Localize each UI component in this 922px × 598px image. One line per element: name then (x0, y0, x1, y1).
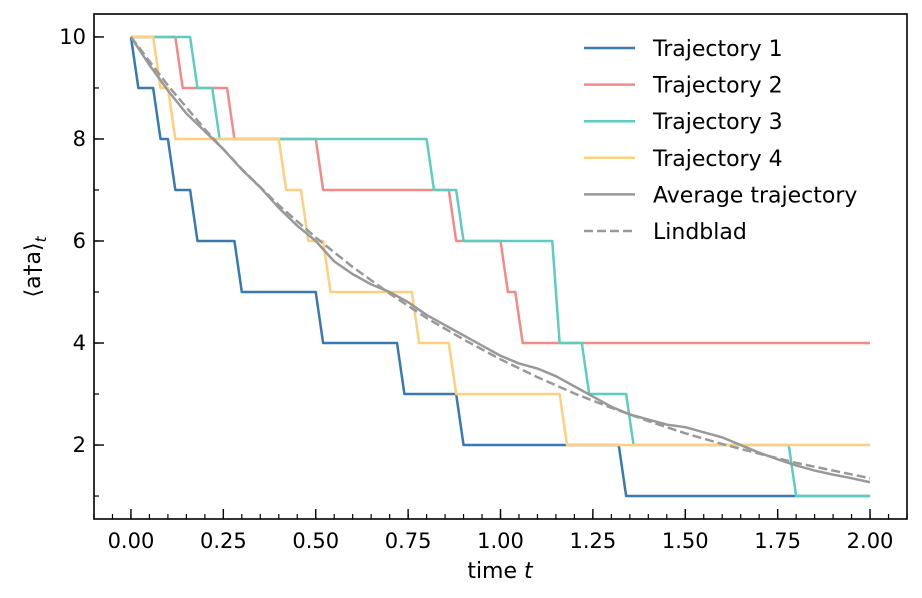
y-tick-label: 4 (73, 331, 86, 355)
series-line-6 (129, 36, 871, 480)
series-line-3 (130, 35, 871, 498)
x-axis-label: time t (467, 559, 534, 584)
series-line-5 (129, 36, 871, 484)
x-tick-label: 0.00 (108, 529, 155, 553)
legend: Trajectory 1 Trajectory 2 Trajectory 3 Traj… (584, 37, 857, 245)
x-tick-label: 2.00 (847, 529, 894, 553)
x-tick-label: 1.25 (570, 529, 617, 553)
series-layer (129, 35, 871, 498)
x-tick-label: 0.25 (200, 529, 247, 553)
legend-label-3: Trajectory 3 (652, 110, 783, 135)
series-line-2 (130, 35, 871, 345)
x-tick-label: 1.75 (754, 529, 801, 553)
legend-label-2: Trajectory 2 (652, 74, 783, 99)
legend-label-5: Average trajectory (653, 183, 857, 208)
y-tick-label: 8 (73, 127, 86, 151)
x-tick-label: 1.50 (662, 529, 709, 553)
labels-layer: 0.00 0.25 0.50 0.75 1.00 1.25 1.50 1.75 2.00 2 4 6 8… (59, 25, 893, 553)
y-tick-label: 10 (59, 25, 86, 49)
y-tick-label: 2 (73, 433, 86, 457)
x-tick-label: 0.50 (292, 529, 339, 553)
legend-label-4: Trajectory 4 (652, 147, 783, 172)
x-tick-label: 1.00 (477, 529, 524, 553)
series-line-1 (129, 36, 871, 498)
y-tick-label: 6 (73, 229, 86, 253)
legend-label-6: Lindblad (653, 220, 747, 245)
x-tick-label: 0.75 (385, 529, 432, 553)
legend-label-1: Trajectory 1 (652, 37, 783, 62)
y-axis-label: ⟨a†a⟩t (21, 235, 50, 297)
plot-frame (93, 13, 908, 520)
ticks-layer (93, 36, 908, 519)
